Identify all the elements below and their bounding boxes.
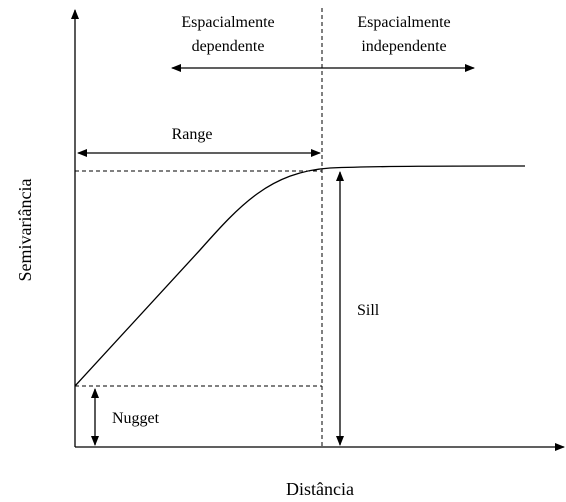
nugget-label: Nugget — [112, 410, 160, 427]
range-label: Range — [172, 126, 213, 143]
y-axis-title: Semivariância — [15, 179, 35, 282]
dependent-label: dependente — [192, 38, 265, 55]
sill-label: Sill — [357, 302, 380, 319]
semivariogram-curve — [74, 165, 526, 387]
independent-label: Espacialmente — [357, 14, 450, 31]
independent-label: independente — [361, 38, 446, 55]
dependent-label: Espacialmente — [181, 14, 274, 31]
x-axis-title: Distância — [286, 479, 354, 499]
